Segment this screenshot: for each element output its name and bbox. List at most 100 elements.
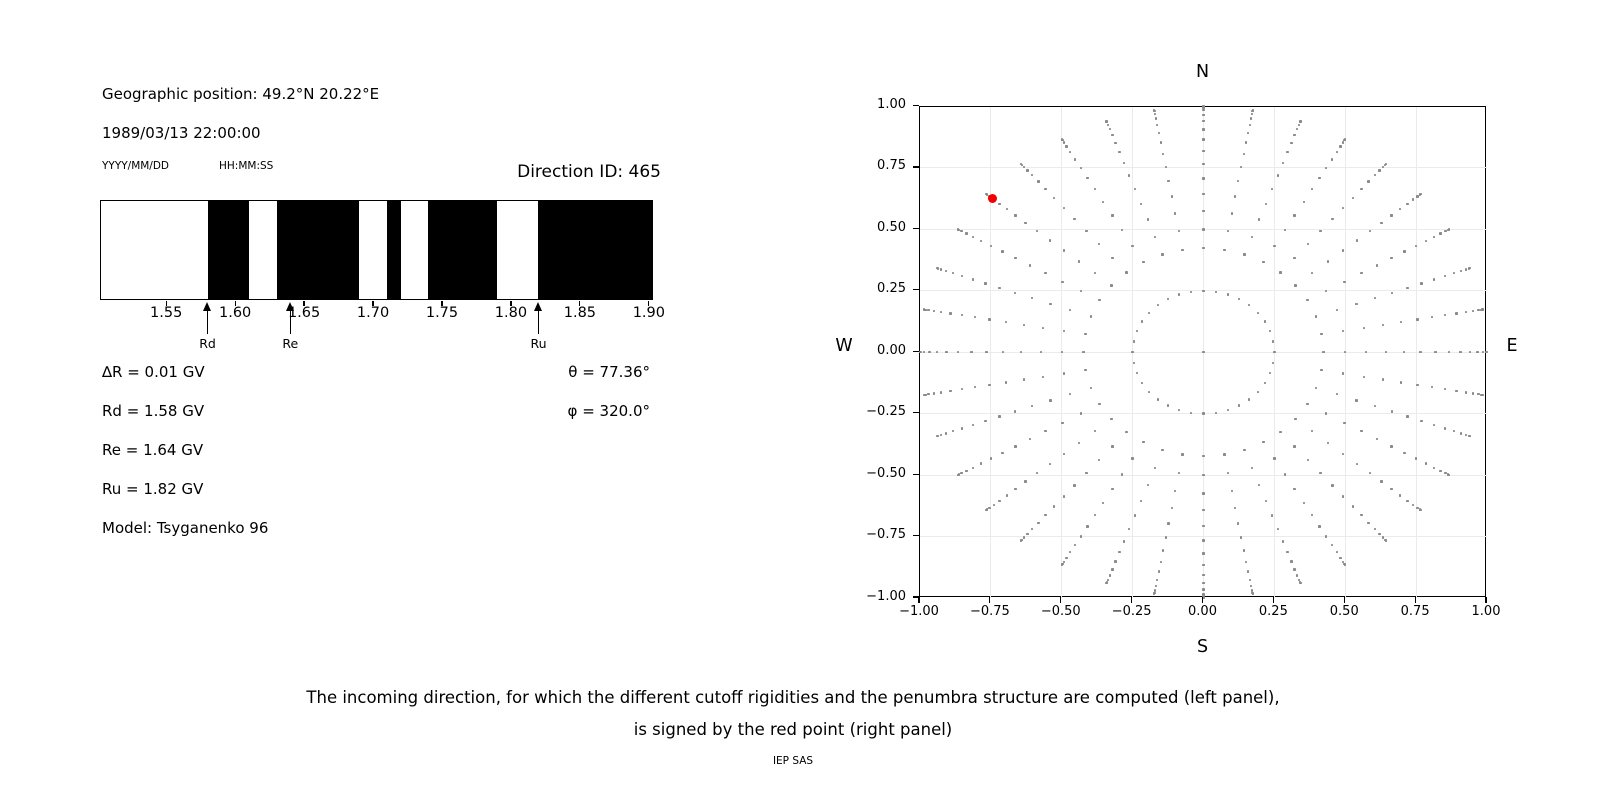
direction-grid-dot [1044, 272, 1047, 275]
direction-grid-dot [1230, 489, 1233, 493]
direction-grid-dot [1443, 427, 1447, 430]
direction-grid-dot [1022, 165, 1026, 168]
direction-grid-dot [1276, 527, 1279, 531]
direction-grid-dot [1380, 221, 1383, 225]
x-tick-mark [918, 597, 920, 603]
selected-direction-red-point [988, 194, 998, 204]
direction-grid-dot [1102, 501, 1105, 504]
direction-grid-dot [1381, 536, 1385, 539]
direction-grid-dot [1202, 289, 1205, 292]
direction-grid-dot [1367, 180, 1370, 183]
direction-grid-dot [1062, 141, 1066, 144]
direction-grid-dot [1444, 472, 1447, 475]
direction-grid-dot [1326, 260, 1330, 263]
penumbra-tick-mark [303, 301, 305, 306]
direction-grid-dot [1331, 484, 1334, 487]
direction-grid-dot [1293, 487, 1296, 491]
direction-grid-dot [1270, 514, 1274, 517]
direction-grid-dot [1368, 472, 1372, 475]
direction-grid-dot [1202, 247, 1205, 250]
direction-grid-dot [960, 388, 963, 391]
direction-grid-dot [1341, 560, 1345, 564]
direction-grid-dot [1093, 514, 1097, 517]
x-tick-mark [1272, 597, 1274, 603]
direction-grid-dot [1035, 230, 1039, 233]
direction-grid-dot [1339, 556, 1342, 560]
direction-grid-dot [1153, 589, 1157, 592]
direction-grid-dot [1079, 535, 1082, 538]
direction-grid-dot [1248, 123, 1251, 126]
direction-grid-dot [1384, 351, 1387, 354]
direction-grid-dot [1420, 282, 1423, 285]
ru-value: Ru = 1.82 GV [102, 480, 204, 498]
direction-grid-dot [1106, 123, 1110, 126]
direction-grid-dot [1414, 244, 1418, 248]
direction-grid-dot [1020, 539, 1023, 542]
direction-grid-dot [1375, 264, 1379, 267]
direction-grid-dot [1293, 214, 1296, 217]
direction-grid-dot [1178, 293, 1181, 296]
direction-grid-dot [1098, 403, 1101, 406]
direction-grid-dot [1202, 138, 1205, 141]
direction-grid-dot [1097, 459, 1101, 462]
direction-grid-dot [1022, 378, 1026, 381]
direction-grid-dot [1414, 457, 1418, 460]
gridline-horizontal [920, 536, 1487, 538]
direction-grid-dot [1293, 568, 1296, 571]
direction-grid-dot [1164, 536, 1167, 539]
direction-grid-dot [1306, 242, 1310, 246]
penumbra-tick-label: 1.85 [563, 305, 597, 321]
direction-grid-dot [1381, 378, 1385, 381]
direction-grid-dot [1202, 105, 1205, 108]
direction-grid-dot [935, 351, 939, 354]
penumbra-tick-label: 1.75 [425, 305, 459, 321]
direction-grid-dot [1166, 297, 1170, 301]
direction-grid-dot [1053, 505, 1056, 508]
cutoff-arrow-label: Re [282, 336, 299, 351]
direction-grid-dot [1430, 316, 1434, 319]
direction-grid-dot [1062, 206, 1066, 210]
direction-grid-dot [1485, 351, 1489, 354]
direction-grid-dot [1202, 128, 1205, 131]
direction-grid-dot [1270, 187, 1274, 191]
direction-grid-dot [1161, 152, 1165, 156]
direction-grid-dot [1062, 329, 1066, 333]
direction-grid-dot [1167, 522, 1170, 525]
direction-grid-dot [1459, 269, 1463, 273]
direction-grid-dot [1263, 381, 1267, 385]
direction-grid-dot [1268, 330, 1272, 333]
direction-grid-dot [1049, 399, 1052, 402]
direction-grid-dot [1257, 218, 1261, 221]
direction-grid-dot [1062, 452, 1066, 455]
direction-grid-dot [923, 351, 926, 354]
direction-grid-dot [1297, 578, 1301, 581]
direction-grid-dot [1380, 480, 1383, 483]
direction-grid-dot [1248, 578, 1251, 581]
direction-grid-dot [1085, 230, 1088, 233]
direction-grid-dot [1330, 158, 1334, 161]
direction-grid-dot [1093, 272, 1097, 275]
direction-grid-dot [1264, 202, 1268, 205]
direction-grid-dot [1302, 200, 1305, 203]
direction-grid-dot [998, 499, 1001, 502]
direction-grid-dot [1026, 532, 1029, 536]
direction-grid-dot [1161, 448, 1164, 452]
direction-grid-dot [1226, 408, 1229, 412]
direction-grid-dot [1294, 284, 1297, 287]
direction-grid-dot [1439, 232, 1442, 235]
direction-grid-dot [1202, 509, 1205, 512]
direction-grid-dot [1111, 214, 1114, 217]
direction-grid-dot [1202, 593, 1205, 596]
direction-grid-dot [979, 462, 983, 465]
penumbra-band [386, 201, 401, 299]
direction-grid-dot [1249, 584, 1253, 588]
direction-grid-dot [1297, 123, 1301, 126]
direction-grid-dot [1325, 166, 1328, 170]
direction-grid-dot [1026, 169, 1029, 172]
x-tick-mark [1414, 597, 1416, 603]
direction-grid-dot [944, 432, 948, 435]
compass-south-label: S [1196, 637, 1209, 657]
direction-grid-dot [1133, 514, 1137, 517]
direction-grid-dot [1249, 117, 1253, 120]
direction-grid-dot [1430, 386, 1434, 389]
